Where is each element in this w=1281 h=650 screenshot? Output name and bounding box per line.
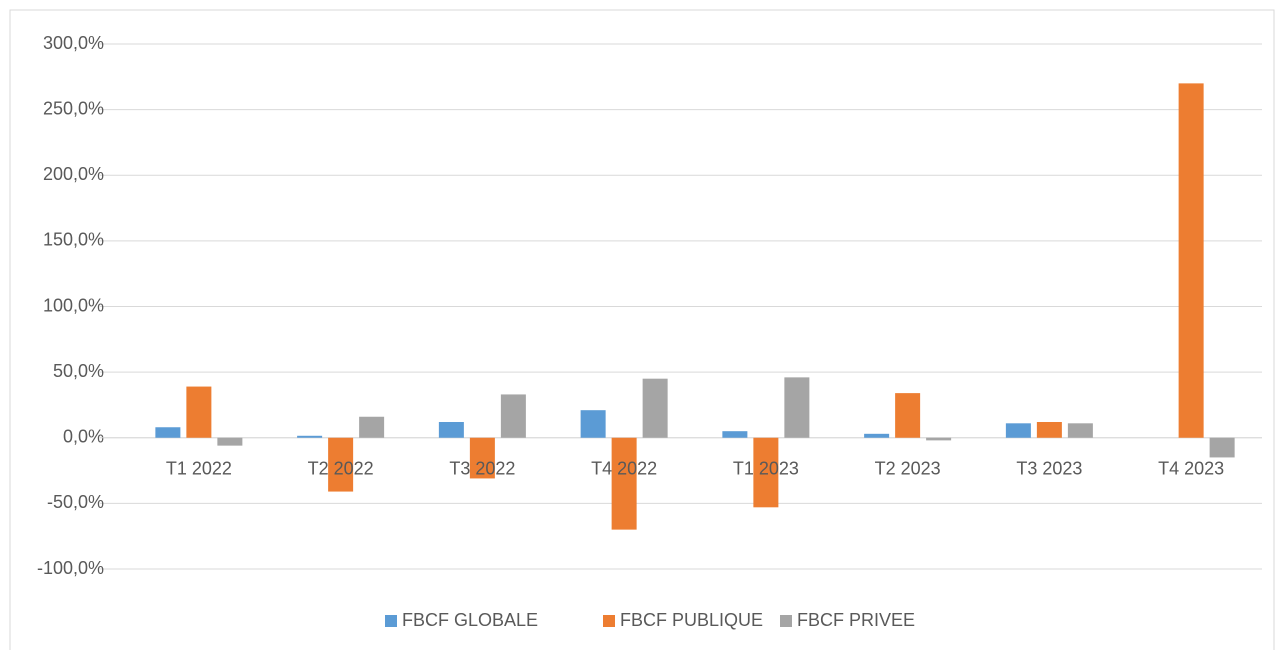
bar [784,377,810,438]
bar [217,437,243,446]
bar [895,393,921,438]
y-tick-label: 100,0% [43,295,104,315]
bar [580,410,606,438]
y-tick-label: -100,0% [37,558,104,578]
x-tick-label: T4 2022 [591,459,657,479]
bar [469,437,495,479]
legend-swatch [780,615,792,627]
bar [722,431,748,438]
bar [1067,423,1093,438]
x-tick-label: T1 2022 [166,459,232,479]
legend-label: FBCF PUBLIQUE [620,610,763,630]
bar [1178,83,1204,438]
bar [438,422,464,438]
bar [642,378,668,438]
bar [1005,423,1031,438]
bar [753,437,779,508]
y-tick-label: 50,0% [53,361,104,381]
bar [926,437,952,441]
bar [1036,422,1062,438]
x-tick-label: T1 2023 [733,459,799,479]
bar [328,437,354,492]
bar [864,433,890,438]
legend-swatch [385,615,397,627]
bar [359,416,385,438]
bar [186,386,212,438]
x-tick-label: T2 2023 [875,459,941,479]
bar [611,437,637,530]
bar [500,394,526,438]
bar [155,427,181,438]
x-tick-label: T4 2023 [1158,459,1224,479]
bar [1209,437,1235,458]
x-tick-label: T2 2022 [308,459,374,479]
legend-label: FBCF PRIVEE [797,610,915,630]
x-tick-label: T3 2023 [1016,459,1082,479]
y-tick-label: 250,0% [43,98,104,118]
y-tick-label: 300,0% [43,33,104,53]
bar [297,435,323,438]
y-tick-label: 150,0% [43,230,104,250]
y-tick-label: 200,0% [43,164,104,184]
x-tick-label: T3 2022 [449,459,515,479]
y-tick-label: 0,0% [63,427,104,447]
legend-label: FBCF GLOBALE [402,610,538,630]
legend-swatch [603,615,615,627]
chart-frame [9,9,1275,650]
y-tick-label: -50,0% [47,492,104,512]
